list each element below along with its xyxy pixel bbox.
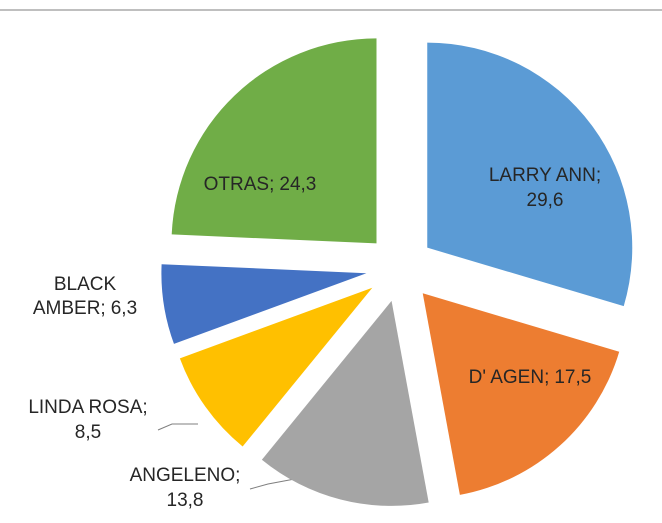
category-label: AMBER; (33, 298, 106, 319)
value-label: 6,3 (111, 298, 137, 319)
category-label: OTRAS; (204, 174, 275, 195)
pie-slice (422, 293, 620, 495)
pie-slice (161, 264, 367, 344)
value-label: 17,5 (554, 367, 591, 388)
pie-slice (179, 287, 373, 447)
data-label: OTRAS; 24,3 (204, 174, 317, 195)
value-label: 29,6 (527, 190, 564, 211)
value-label: 13,8 (167, 490, 204, 511)
category-label: LARRY ANN; (489, 165, 601, 186)
category-label: BLACK (54, 274, 117, 295)
data-label: LINDA ROSA; 8,5 (28, 397, 147, 443)
category-label: D' AGEN; (469, 367, 550, 388)
category-label: ANGELENO; (130, 465, 241, 486)
leader-line (157, 423, 198, 431)
data-label: ANGELENO; 13,8 (130, 465, 241, 511)
value-label: 24,3 (279, 174, 316, 195)
leader-line (249, 477, 301, 490)
data-label: LARRY ANN; 29,6 (489, 165, 601, 211)
category-label: LINDA ROSA; (28, 397, 147, 418)
data-label: BLACK AMBER; 6,3 (33, 274, 137, 319)
pie-slice (261, 300, 429, 506)
pie-slice (427, 42, 633, 307)
value-label: 8,5 (75, 422, 101, 443)
data-label: D' AGEN; 17,5 (469, 367, 592, 388)
pie-slice (171, 38, 377, 244)
